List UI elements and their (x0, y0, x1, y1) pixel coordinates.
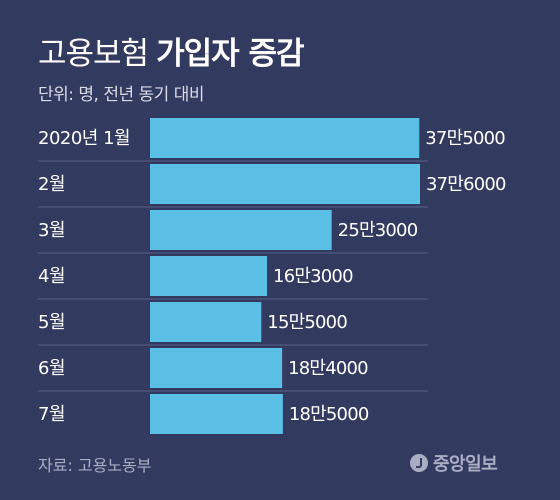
bar (150, 164, 420, 204)
title-light: 고용보험 (38, 36, 149, 72)
category-label: 2020년 1월 (38, 128, 130, 149)
category-label: 2월 (38, 174, 65, 195)
bar (150, 394, 283, 434)
value-label: 37만6000 (426, 174, 506, 195)
logo-mark-icon (410, 454, 428, 472)
value-label: 25만3000 (338, 220, 418, 241)
category-label: 7월 (38, 404, 65, 425)
value-label: 37만5000 (425, 128, 505, 149)
value-label: 18만4000 (288, 358, 368, 379)
category-label: 3월 (38, 220, 65, 241)
unit-note: 단위: 명, 전년 동기 대비 (38, 85, 205, 105)
title-bold: 가입자 증감 (156, 36, 304, 72)
bar (150, 348, 283, 388)
logo-text: 중앙일보 (433, 454, 498, 475)
bar (150, 256, 268, 296)
publisher-logo: 중앙일보 (410, 450, 498, 476)
category-label: 6월 (38, 358, 65, 379)
category-label: 5월 (38, 312, 65, 333)
value-label: 15만5000 (267, 312, 347, 333)
bar (150, 302, 262, 342)
value-label: 18만5000 (289, 404, 369, 425)
chart-title: 고용보험 가입자 증감 (38, 28, 305, 73)
bar (150, 118, 420, 158)
bar (150, 210, 332, 250)
category-label: 4월 (38, 266, 65, 287)
value-label: 16만3000 (273, 266, 353, 287)
source-note: 자료: 고용노동부 (38, 456, 152, 475)
